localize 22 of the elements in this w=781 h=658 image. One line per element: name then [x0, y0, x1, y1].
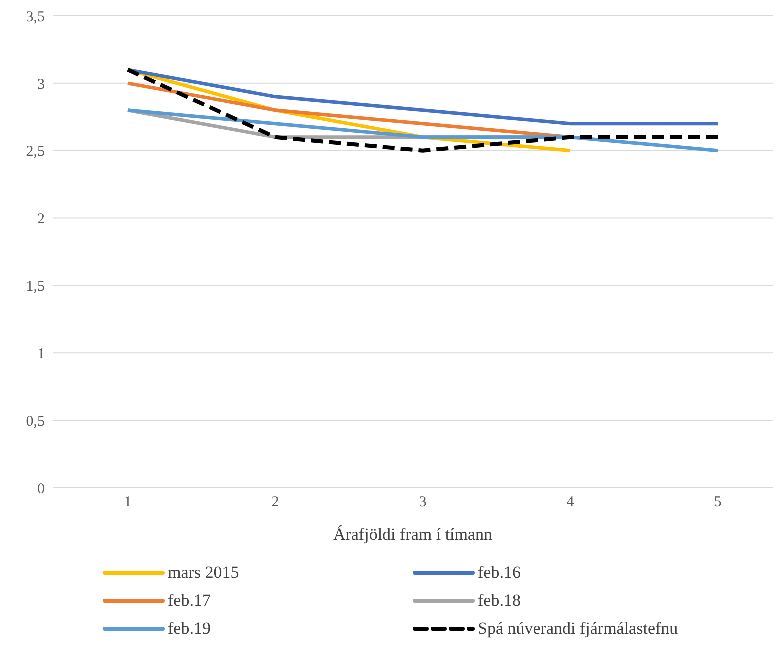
y-tick-label: 0 [38, 481, 45, 498]
legend-label: feb.16 [478, 563, 521, 583]
legend-label: feb.18 [478, 591, 521, 611]
x-axis-title: Árafjöldi fram í tímann [333, 525, 494, 544]
line-series [126, 108, 720, 153]
legend-label: feb.17 [168, 591, 211, 611]
y-tick-label: 3,5 [26, 9, 45, 26]
x-tick-label: 2 [272, 494, 280, 511]
x-tick-label: 3 [419, 494, 427, 511]
y-tick-label: 1,5 [26, 279, 45, 296]
legend-label: feb.19 [168, 619, 211, 639]
y-tick-label: 3 [38, 76, 45, 93]
y-tick-label: 2 [38, 212, 45, 228]
y-tick-label: 1 [38, 346, 45, 362]
line-series [126, 68, 720, 126]
x-tick-label: 1 [124, 494, 132, 511]
legend-label: mars 2015 [168, 563, 240, 583]
x-tick-label: 5 [714, 494, 722, 511]
legend-label: Spá núverandi fjármálastefnu [478, 619, 678, 639]
x-tick-label: 4 [566, 494, 575, 511]
y-tick-label: 0,5 [26, 414, 45, 430]
y-tick-label: 2,5 [26, 144, 45, 160]
